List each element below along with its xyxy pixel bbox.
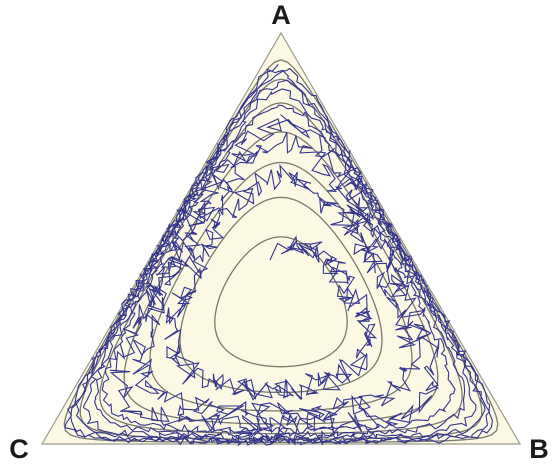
simplex-triangle <box>40 31 522 445</box>
vertex-label-a: A <box>271 0 291 30</box>
stochastic-trajectory <box>64 64 493 447</box>
vertex-label-c: C <box>9 434 29 464</box>
vertex-label-b: B <box>529 434 549 464</box>
